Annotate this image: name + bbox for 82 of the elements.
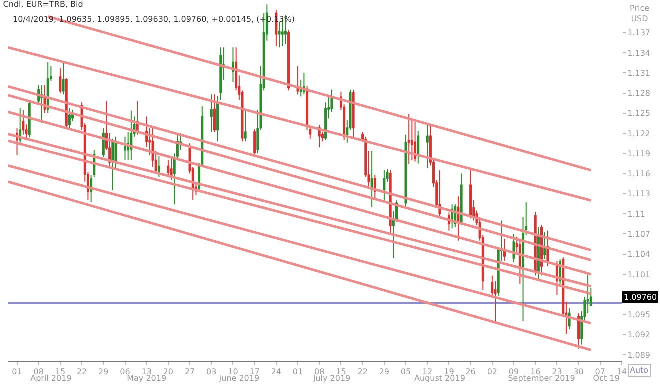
candlestick [40, 84, 44, 124]
x-tick-label: 22 [76, 368, 88, 377]
chart-title: Cndl, EUR=TRB, Bid [3, 0, 84, 9]
y-tick-label: 1.089 [628, 350, 651, 360]
x-tick-label: 14 [616, 368, 628, 377]
x-tick-label: 24 [271, 368, 282, 377]
x-tick-label: 01 [292, 368, 304, 377]
candlestick [216, 95, 220, 142]
x-tick-label: 03 [206, 368, 217, 377]
y-tick-label: 1.101 [628, 270, 651, 280]
x2-tick-label: September 2019 [508, 374, 576, 383]
x-tick-label: 20 [163, 368, 174, 377]
x-tick-label: 29 [379, 368, 390, 377]
x-tick-label: 01 [12, 368, 22, 377]
candlestick [152, 126, 154, 168]
candlestick [124, 136, 126, 161]
x-tick-label: 30 [574, 368, 584, 377]
candlestick [410, 118, 414, 161]
candlestick [278, 22, 281, 48]
candlestick [504, 238, 506, 262]
candlestick [546, 230, 550, 267]
x2-tick-label: August 2019 [414, 374, 466, 383]
y-tick-label: 1.137 [628, 28, 651, 38]
candlestick [19, 108, 22, 144]
candlestick [158, 156, 160, 178]
y-tick-label: 1.131 [628, 68, 651, 78]
candlestick [383, 170, 386, 202]
candlestick [167, 160, 170, 178]
text: Auto [630, 366, 649, 375]
candlestick [426, 122, 429, 169]
candlestick [288, 30, 290, 92]
candlestick [544, 232, 546, 260]
candlestick [408, 114, 410, 165]
x-tick-label: 05 [400, 368, 412, 377]
annotation: 1.09760 [624, 293, 658, 302]
candlestick [220, 47, 222, 100]
candlestick [213, 94, 216, 133]
y-tick-label: 1.11 [628, 210, 646, 219]
y-tick-label: 1.119 [628, 149, 651, 158]
candlestick [404, 134, 408, 208]
candlestick [130, 110, 133, 161]
candlestick [414, 122, 417, 162]
candlestick [438, 170, 442, 218]
candlestick [417, 131, 420, 164]
x2-tick-label: May 2019 [127, 374, 167, 383]
candlestick [232, 47, 234, 84]
candlestick [244, 110, 247, 142]
candlestick [62, 62, 65, 96]
y-tick-label: 1.113 [628, 190, 651, 199]
candlestick [210, 94, 213, 133]
x-tick-label: 26 [466, 368, 476, 377]
x-tick-label: 10 [228, 368, 238, 377]
y-tick-label: 1.122 [628, 129, 651, 138]
x2-tick-label: Oct 19 [593, 374, 620, 383]
candlestick [470, 168, 472, 220]
candlestick [112, 138, 114, 192]
candlestick [22, 110, 25, 136]
candlestick [102, 128, 105, 158]
x-tick-label: 12 [422, 368, 433, 377]
y-tick-label: 1.104 [628, 250, 651, 260]
y-tick-label: 1.095 [628, 310, 651, 320]
y-axis-title: Price USD [630, 4, 650, 24]
candlestick [59, 68, 62, 94]
x2-tick-label: April 2019 [30, 374, 72, 383]
y-tick-label: 1.134 [628, 48, 651, 58]
x2-tick-label: June 2019 [218, 374, 260, 383]
y-tick-label: 1.107 [628, 230, 651, 239]
candlestick [68, 108, 71, 129]
x-tick-label: 27 [184, 368, 196, 377]
candlestick [578, 312, 580, 350]
x2-tick-label: July 2019 [312, 374, 351, 383]
x-tick-label: 29 [98, 368, 109, 377]
x-tick-label: 02 [487, 368, 498, 377]
candlestick [460, 173, 463, 226]
candlestick [370, 150, 374, 208]
y-tick-label: 1.128 [628, 89, 651, 98]
x-tick-label: 06 [120, 368, 130, 377]
candlestick [518, 240, 522, 284]
y-tick-label: 1.092 [628, 330, 651, 340]
x-tick-label: 22 [358, 368, 368, 377]
y-tick-label: 1.116 [628, 170, 651, 179]
y-tick-label: 1.125 [628, 109, 651, 118]
